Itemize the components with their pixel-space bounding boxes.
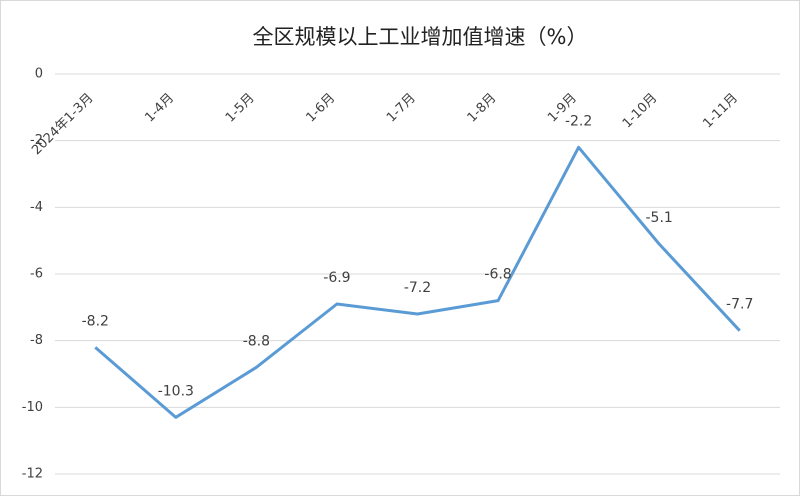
- data-label: -7.2: [404, 280, 431, 296]
- data-label: -10.3: [158, 383, 194, 399]
- y-tick-label: -2: [30, 133, 43, 148]
- y-tick-label: -4: [30, 200, 43, 215]
- data-label: -8.8: [243, 333, 270, 349]
- y-tick-label: -6: [30, 267, 43, 282]
- data-label: -8.2: [82, 313, 109, 329]
- chart-title: 全区规模以上工业增加值增速（%）: [253, 25, 588, 49]
- data-label: -6.9: [323, 270, 350, 286]
- y-tick-label: -8: [30, 333, 43, 348]
- data-label: -5.1: [646, 210, 673, 226]
- line: [94, 145, 741, 419]
- y-tick-label: -12: [22, 467, 43, 482]
- data-label: -6.8: [484, 267, 511, 283]
- y-tick-label: 0: [35, 67, 43, 82]
- y-tick-label: -10: [22, 400, 43, 415]
- data-label: -7.7: [726, 297, 753, 313]
- data-label: -2.2: [565, 113, 592, 129]
